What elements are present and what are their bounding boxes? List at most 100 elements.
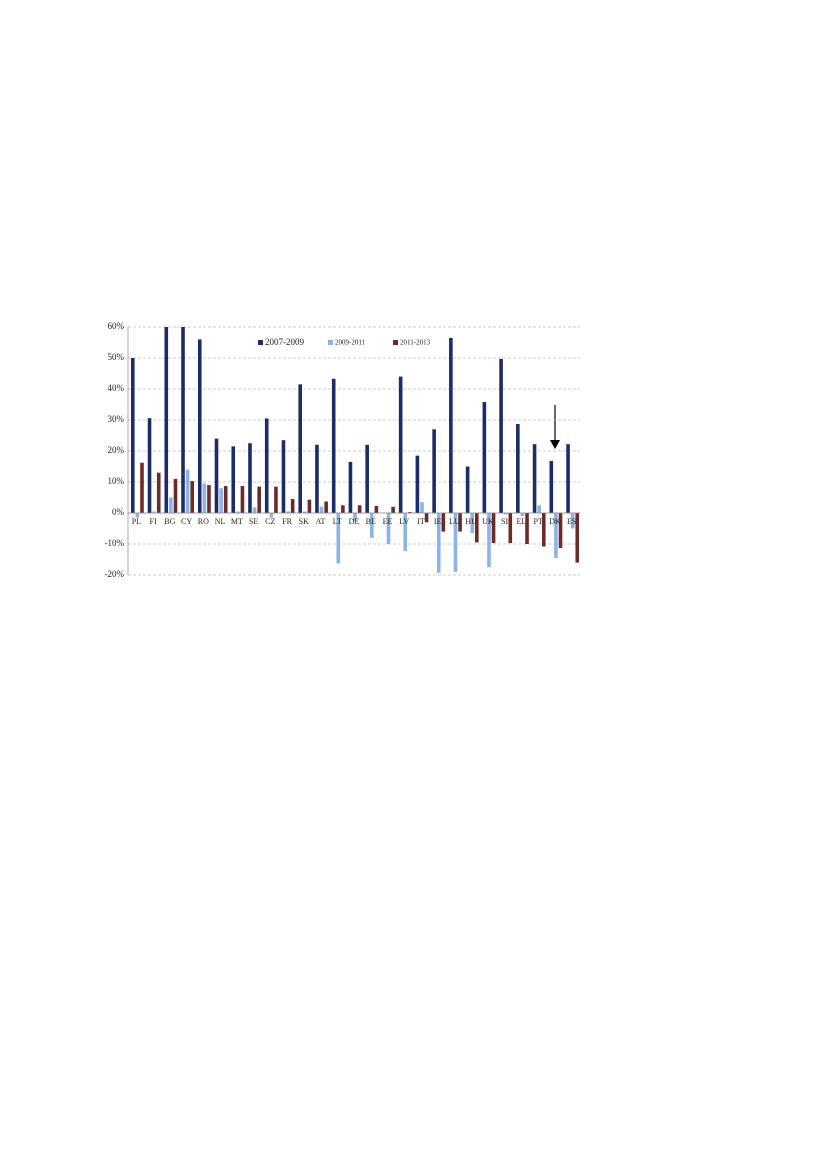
bar bbox=[415, 455, 420, 513]
x-tick-label: AT bbox=[316, 517, 326, 526]
bar bbox=[290, 499, 295, 513]
bar bbox=[197, 339, 202, 513]
bar bbox=[441, 513, 446, 532]
bar bbox=[357, 505, 362, 513]
bar bbox=[575, 513, 580, 563]
bar bbox=[131, 358, 135, 513]
bar bbox=[554, 513, 558, 558]
y-tick-label: 40% bbox=[108, 383, 125, 393]
bar bbox=[503, 513, 508, 515]
bar bbox=[408, 512, 412, 513]
bar bbox=[223, 486, 228, 513]
bar bbox=[420, 502, 424, 513]
bar bbox=[240, 486, 245, 513]
y-tick-label: 60% bbox=[108, 321, 125, 331]
bar bbox=[164, 327, 169, 513]
bar bbox=[458, 513, 462, 532]
bar bbox=[274, 486, 278, 513]
bar bbox=[465, 466, 470, 513]
bar bbox=[214, 438, 219, 513]
x-tick-label: HU bbox=[465, 517, 477, 526]
bar bbox=[341, 505, 345, 513]
bar bbox=[135, 513, 140, 518]
bar bbox=[453, 513, 458, 572]
bar bbox=[152, 511, 156, 513]
bar bbox=[281, 440, 286, 513]
bar bbox=[252, 507, 257, 513]
x-tick-label: LU bbox=[449, 517, 460, 526]
bar bbox=[541, 513, 546, 547]
bar bbox=[286, 511, 290, 513]
bar bbox=[269, 513, 274, 518]
x-tick-label: CZ bbox=[265, 517, 275, 526]
bar bbox=[231, 446, 236, 513]
x-tick-label: LT bbox=[333, 517, 342, 526]
bar bbox=[398, 376, 403, 513]
x-tick-label: EE bbox=[383, 517, 393, 526]
x-tick-label: IE bbox=[434, 517, 442, 526]
value-label: 93.2 bbox=[160, 334, 166, 345]
value-label: 63.7 bbox=[177, 334, 183, 345]
bar bbox=[374, 505, 379, 513]
bar bbox=[236, 511, 240, 513]
bar bbox=[185, 469, 190, 513]
bar bbox=[516, 424, 520, 513]
y-tick-label: -20% bbox=[105, 569, 125, 579]
bar bbox=[436, 513, 441, 573]
bar bbox=[558, 513, 563, 549]
bar bbox=[386, 513, 391, 544]
bar bbox=[331, 378, 336, 513]
bar bbox=[190, 481, 195, 513]
bar bbox=[173, 478, 178, 513]
bar bbox=[219, 488, 223, 513]
y-tick-label: 10% bbox=[108, 476, 125, 486]
y-tick-label: 20% bbox=[108, 445, 125, 455]
bar bbox=[475, 513, 479, 543]
bar bbox=[181, 327, 185, 513]
bar bbox=[353, 513, 357, 521]
legend-label: 2009-2011 bbox=[335, 339, 366, 347]
legend-swatch bbox=[328, 340, 333, 345]
bar bbox=[520, 513, 525, 517]
bar bbox=[532, 444, 537, 513]
y-tick-label: 30% bbox=[108, 414, 125, 424]
bar bbox=[432, 429, 436, 513]
bar bbox=[508, 513, 513, 544]
y-tick-label: -10% bbox=[105, 538, 125, 548]
x-tick-label: LV bbox=[399, 517, 409, 526]
x-tick-label: UK bbox=[482, 517, 494, 526]
bar bbox=[566, 444, 570, 513]
bar bbox=[424, 513, 429, 523]
x-tick-label: PT bbox=[533, 517, 542, 526]
x-tick-label: CY bbox=[181, 517, 192, 526]
x-tick-label: IT bbox=[417, 517, 425, 526]
x-tick-label: PL bbox=[132, 517, 141, 526]
bar bbox=[315, 444, 319, 513]
bar bbox=[303, 511, 307, 513]
x-tick-label: RO bbox=[198, 517, 209, 526]
legend-swatch bbox=[393, 340, 398, 345]
x-tick-label: BG bbox=[164, 517, 175, 526]
bar bbox=[491, 513, 496, 544]
x-tick-label: BE bbox=[366, 517, 376, 526]
x-tick-label: SE bbox=[249, 517, 258, 526]
x-tick-label: ES bbox=[567, 517, 576, 526]
bar bbox=[140, 462, 144, 513]
bar bbox=[319, 506, 324, 513]
bar bbox=[348, 461, 353, 513]
x-tick-label: DE bbox=[349, 517, 360, 526]
x-tick-label: DK bbox=[549, 517, 561, 526]
bar bbox=[403, 513, 408, 552]
bar bbox=[248, 443, 252, 513]
bar bbox=[264, 418, 269, 513]
bar bbox=[147, 418, 152, 513]
x-tick-label: SK bbox=[299, 517, 309, 526]
x-tick-label: EL bbox=[517, 517, 527, 526]
bar bbox=[257, 486, 261, 513]
bar bbox=[156, 472, 161, 513]
legend-label: 2007-2009 bbox=[265, 337, 304, 347]
bar bbox=[537, 505, 541, 513]
x-tick-label: FR bbox=[282, 517, 292, 526]
